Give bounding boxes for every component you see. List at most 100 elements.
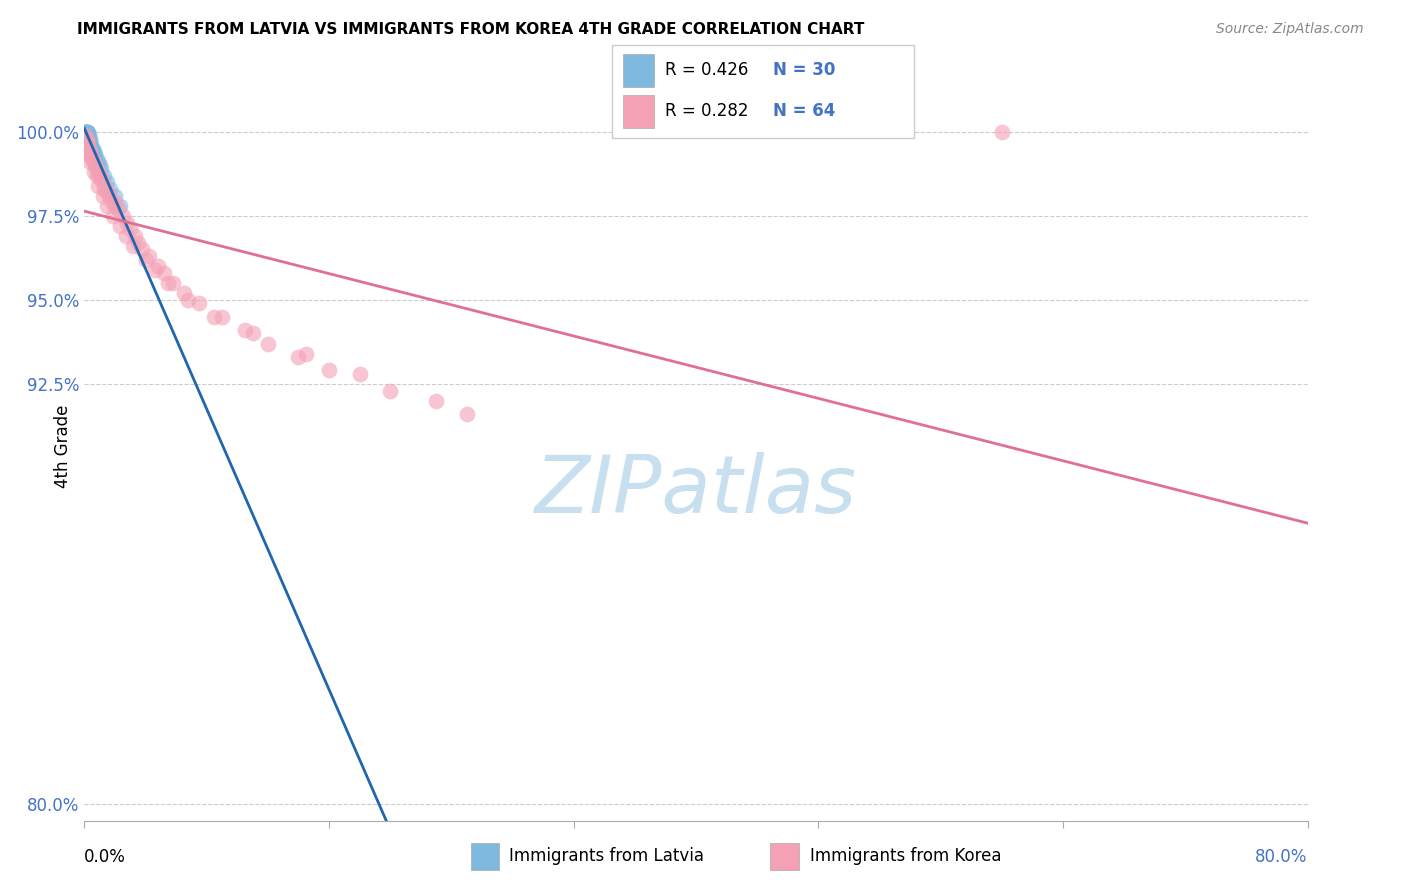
Point	[287, 350, 309, 364]
Point	[84, 148, 107, 162]
Text: ZIPatlas: ZIPatlas	[534, 452, 858, 530]
Point	[111, 209, 134, 223]
Point	[75, 125, 97, 139]
Point	[108, 199, 131, 213]
Point	[104, 188, 127, 202]
Point	[75, 128, 97, 143]
Point	[202, 310, 225, 324]
Point	[77, 128, 100, 143]
Text: 0.0%: 0.0%	[84, 847, 127, 865]
Text: Source: ZipAtlas.com: Source: ZipAtlas.com	[1216, 22, 1364, 37]
Text: 80.0%: 80.0%	[1256, 847, 1308, 865]
Point	[103, 209, 125, 223]
Point	[76, 131, 98, 145]
Point	[76, 128, 98, 143]
Point	[82, 142, 104, 156]
Point	[173, 286, 195, 301]
Point	[77, 142, 100, 156]
Point	[93, 169, 115, 183]
Text: 4th Grade: 4th Grade	[55, 404, 72, 488]
Point	[79, 145, 101, 159]
Point	[83, 145, 105, 159]
Point	[77, 125, 100, 139]
Text: R = 0.426: R = 0.426	[665, 62, 748, 79]
Point	[83, 145, 105, 159]
Point	[83, 165, 105, 179]
Text: N = 64: N = 64	[773, 103, 835, 120]
Point	[295, 346, 318, 360]
Text: R = 0.282: R = 0.282	[665, 103, 748, 120]
Point	[79, 155, 101, 169]
Point	[76, 131, 98, 145]
Point	[114, 229, 136, 244]
Text: Immigrants from Latvia: Immigrants from Latvia	[509, 847, 704, 865]
Point	[87, 178, 110, 193]
Point	[211, 310, 233, 324]
Point	[94, 182, 117, 196]
Point	[143, 262, 166, 277]
Point	[91, 175, 114, 189]
Point	[380, 384, 402, 398]
Point	[75, 125, 97, 139]
Point	[75, 131, 97, 145]
Point	[80, 152, 103, 166]
Point	[96, 175, 118, 189]
Point	[79, 131, 101, 145]
Text: IMMIGRANTS FROM LATVIA VS IMMIGRANTS FROM KOREA 4TH GRADE CORRELATION CHART: IMMIGRANTS FROM LATVIA VS IMMIGRANTS FRO…	[77, 22, 865, 37]
Point	[349, 367, 371, 381]
Point	[97, 188, 120, 202]
Point	[76, 125, 98, 139]
Point	[90, 172, 112, 186]
Point	[122, 239, 145, 253]
Point	[107, 202, 129, 216]
Point	[257, 336, 280, 351]
Point	[77, 131, 100, 145]
Point	[76, 125, 98, 139]
Point	[86, 169, 108, 183]
Point	[177, 293, 200, 307]
Point	[131, 243, 153, 257]
Text: Immigrants from Korea: Immigrants from Korea	[810, 847, 1001, 865]
Point	[79, 148, 101, 162]
Point	[93, 182, 115, 196]
Point	[157, 276, 180, 290]
Point	[75, 125, 97, 139]
Point	[89, 158, 111, 172]
Point	[75, 125, 97, 139]
Point	[135, 252, 157, 267]
Point	[83, 155, 105, 169]
Text: N = 30: N = 30	[773, 62, 835, 79]
Point	[89, 169, 111, 183]
Point	[115, 216, 138, 230]
Point	[127, 235, 149, 250]
Point	[86, 152, 108, 166]
Point	[91, 188, 114, 202]
Point	[138, 249, 160, 263]
Point	[108, 219, 131, 233]
Point	[80, 142, 103, 156]
Point	[425, 393, 447, 408]
Point	[84, 158, 107, 172]
Point	[76, 135, 98, 149]
Point	[162, 276, 184, 290]
Point	[991, 125, 1014, 139]
Point	[75, 125, 97, 139]
Point	[153, 266, 176, 280]
Point	[101, 195, 124, 210]
Point	[80, 138, 103, 153]
Point	[233, 323, 256, 337]
Point	[96, 186, 118, 200]
Point	[318, 363, 340, 377]
Point	[86, 161, 108, 176]
Point	[188, 296, 211, 310]
Point	[77, 148, 100, 162]
Point	[98, 182, 121, 196]
Point	[456, 407, 478, 421]
Point	[120, 222, 142, 236]
Point	[124, 229, 146, 244]
Point	[90, 161, 112, 176]
Point	[79, 135, 101, 149]
Point	[104, 195, 127, 210]
Point	[87, 155, 110, 169]
Point	[242, 326, 264, 341]
